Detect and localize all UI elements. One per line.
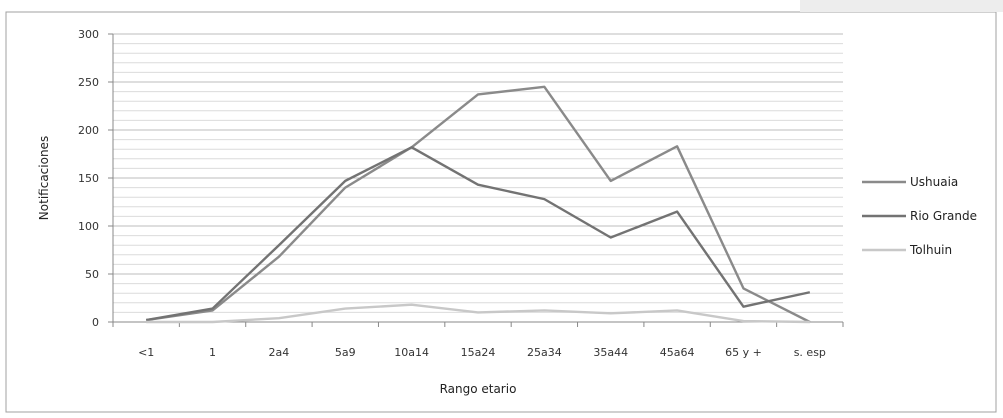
x-tick-label: 45a64 (660, 346, 695, 359)
y-axis-title: Notificaciones (37, 136, 51, 220)
series-line-0 (146, 85, 811, 324)
y-tick-label: 200 (78, 124, 99, 137)
legend: Ushuaia Rio Grande Tolhuin (862, 175, 977, 257)
x-tick-label: s. esp (794, 346, 826, 359)
corner-panel (800, 0, 1003, 12)
x-tick-label: <1 (138, 346, 154, 359)
x-tick-label: 2a4 (269, 346, 290, 359)
y-tick-label: 0 (92, 316, 99, 329)
series-lines (145, 85, 811, 324)
legend-label: Ushuaia (910, 175, 958, 189)
y-tick-label: 150 (78, 172, 99, 185)
x-tick-label: 35a44 (593, 346, 628, 359)
x-tick-label: 1 (209, 346, 216, 359)
x-tick-label: 5a9 (335, 346, 356, 359)
series-line-1 (145, 146, 811, 322)
x-tick-label: 15a24 (461, 346, 496, 359)
x-axis-title: Rango etario (440, 382, 517, 396)
legend-label: Rio Grande (910, 209, 977, 223)
gridlines (113, 33, 843, 323)
series-line-2 (146, 303, 810, 324)
x-tick-label: 25a34 (527, 346, 562, 359)
y-tick-label: 100 (78, 220, 99, 233)
y-tick-label: 250 (78, 76, 99, 89)
chart-border (5, 11, 997, 413)
y-tick-label: 300 (78, 28, 99, 41)
x-tick-label: 10a14 (394, 346, 429, 359)
x-tick-label: 65 y + (725, 346, 762, 359)
axes: 0 50 100 150 200 250 300 <1 1 2a4 5a9 10a14 15a24 25a… (78, 28, 844, 359)
y-tick-label: 50 (85, 268, 99, 281)
legend-label: Tolhuin (909, 243, 952, 257)
